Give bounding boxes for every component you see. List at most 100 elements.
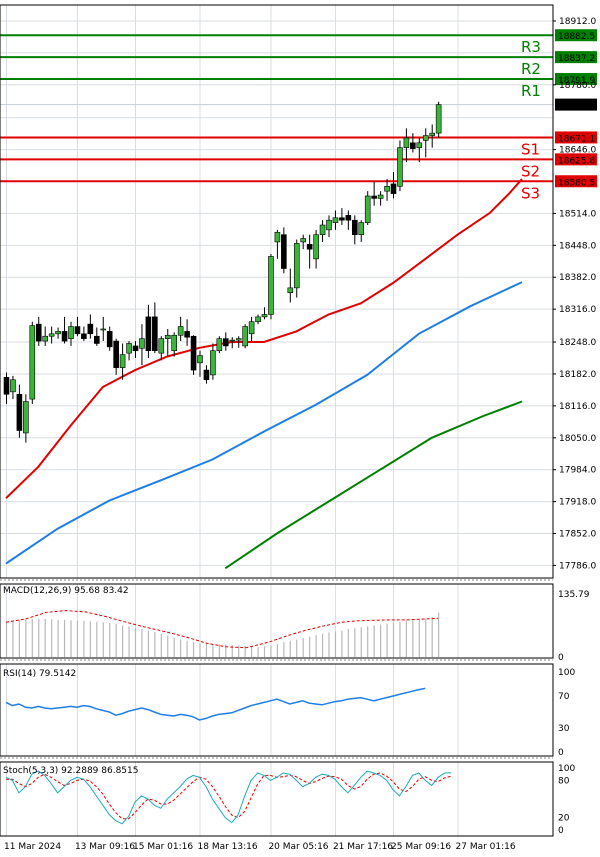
stoch-panel: Stoch(5,3,3) 92.2889 86.8515 100 80 20 0 <box>3 764 575 836</box>
candle-body <box>293 243 300 289</box>
rsi-line <box>5 687 426 721</box>
moving-averages <box>5 178 523 570</box>
candle-body <box>351 219 358 235</box>
stoch-d-line <box>6 772 452 820</box>
candle-body <box>229 339 236 342</box>
pivot-levels: R3 18882.5 R2 18837.2 R1 18791.9 S1 18671.1 S2 18… <box>0 29 597 202</box>
time-tick-label: 11 Mar 2024 <box>4 842 61 852</box>
stoch-tick-label: 20 <box>558 814 570 824</box>
level-tag <box>555 51 597 64</box>
candle-body <box>248 321 255 335</box>
candle-body <box>235 338 242 341</box>
candle-body <box>313 234 319 260</box>
price-tick-label: 18912.0 <box>559 17 596 27</box>
level-name: S2 <box>521 162 540 180</box>
level-name: S1 <box>521 140 540 158</box>
current-price-value: 18739.0 <box>558 102 595 112</box>
panel-frames <box>0 4 554 837</box>
moving-average-line <box>5 281 523 565</box>
level-value: 18580.5 <box>558 178 595 188</box>
candle-body <box>119 354 126 368</box>
candle-body <box>216 338 223 352</box>
candle-body <box>184 331 190 338</box>
rsi-tick-label: 30 <box>558 724 570 734</box>
price-tick-label: 18182.0 <box>559 370 596 380</box>
level-value: 18625.8 <box>558 156 595 166</box>
level-value: 18791.9 <box>558 76 595 86</box>
time-tick-label: 15 Mar 01:16 <box>133 842 193 852</box>
candle-body <box>61 331 68 342</box>
price-tick-label: 18316.0 <box>559 305 596 315</box>
rsi-panel: RSI(14) 79.5142 100 70 30 0 <box>3 668 575 758</box>
candle-body <box>281 234 287 269</box>
candle-body <box>74 326 81 335</box>
candle-body <box>242 326 248 347</box>
candle-body <box>81 333 87 339</box>
price-tick-label: 18514.0 <box>559 209 596 219</box>
candle-body <box>100 328 107 331</box>
candle-body <box>203 369 210 381</box>
price-tick-label: 18116.0 <box>559 402 596 412</box>
price-tick-label: 18448.0 <box>559 241 596 251</box>
candle-body <box>3 377 10 395</box>
candle-body <box>422 135 429 141</box>
rsi-tick-label: 100 <box>558 668 575 678</box>
candle-body <box>339 217 345 221</box>
time-tick-label: 13 Mar 09:16 <box>75 842 135 852</box>
level-tag <box>555 131 597 144</box>
candle-body <box>384 186 390 192</box>
candle-body <box>158 338 165 354</box>
stoch-label: Stoch(5,3,3) 92.2889 86.8515 <box>3 766 138 776</box>
candle-body <box>429 132 436 136</box>
level-value: 18671.1 <box>558 134 595 144</box>
time-tick-label: 21 Mar 17:16 <box>333 842 393 852</box>
candle-body <box>16 393 23 431</box>
panel-border <box>0 583 554 659</box>
candle-body <box>152 316 158 352</box>
candle-body <box>287 287 294 294</box>
macd-tick-label: 135.79 <box>558 590 590 600</box>
candle-body <box>435 104 442 134</box>
time-tick-label: 20 Mar 05:16 <box>268 842 328 852</box>
candle-body <box>23 401 29 434</box>
level-value: 18882.5 <box>558 32 595 42</box>
candle-body <box>87 323 94 335</box>
candle-body <box>274 231 281 243</box>
level-name: R3 <box>521 38 541 56</box>
candle-body <box>371 195 377 199</box>
candle-body <box>139 338 145 349</box>
grid <box>0 5 553 836</box>
candle-body <box>261 314 268 318</box>
candle-body <box>190 335 197 371</box>
macd-label: MACD(12,26,9) 95.68 83.42 <box>3 586 129 596</box>
price-tick-label: 17786.0 <box>559 561 596 571</box>
price-tick-label: 18646.0 <box>559 146 596 156</box>
level-name: R2 <box>521 60 541 78</box>
panel-border <box>0 4 554 579</box>
candle-body <box>29 325 36 400</box>
level-tag <box>555 73 597 86</box>
panel-border <box>0 761 554 837</box>
candle-body <box>410 142 416 149</box>
candle-body <box>10 379 16 393</box>
macd-signal-line <box>5 610 439 649</box>
candle-body <box>106 331 113 348</box>
candle-body <box>48 333 55 337</box>
candle-body <box>416 142 423 148</box>
time-tick-label: 25 Mar 09:16 <box>391 842 451 852</box>
candle-body <box>132 345 139 352</box>
rsi-tick-label: 0 <box>558 748 564 758</box>
price-tick-label: 17852.0 <box>559 530 596 540</box>
candle-body <box>403 137 410 148</box>
candle-body <box>332 217 339 223</box>
price-tick-label: 17918.0 <box>559 498 596 508</box>
candle-body <box>164 334 171 339</box>
candle-body <box>210 350 216 376</box>
time-tick-label: 27 Mar 01:16 <box>456 842 516 852</box>
candle-body <box>94 335 100 344</box>
candle-body <box>35 323 42 342</box>
candle-body <box>397 147 403 187</box>
price-tick-label: 18248.0 <box>559 338 596 348</box>
level-tag <box>555 175 597 188</box>
